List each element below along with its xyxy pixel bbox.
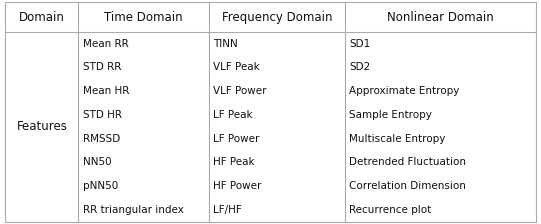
Text: pNN50: pNN50 xyxy=(83,181,118,191)
Text: LF Power: LF Power xyxy=(213,134,259,144)
Text: Nonlinear Domain: Nonlinear Domain xyxy=(387,11,494,24)
Text: Sample Entropy: Sample Entropy xyxy=(349,110,432,120)
Text: Approximate Entropy: Approximate Entropy xyxy=(349,86,460,96)
Text: LF Peak: LF Peak xyxy=(213,110,253,120)
Text: Recurrence plot: Recurrence plot xyxy=(349,205,432,215)
Text: HF Peak: HF Peak xyxy=(213,157,254,167)
Text: SD2: SD2 xyxy=(349,62,371,73)
Text: Detrended Fluctuation: Detrended Fluctuation xyxy=(349,157,466,167)
Text: VLF Peak: VLF Peak xyxy=(213,62,260,73)
Text: Multiscale Entropy: Multiscale Entropy xyxy=(349,134,446,144)
Text: Mean RR: Mean RR xyxy=(83,39,128,49)
Text: RMSSD: RMSSD xyxy=(83,134,120,144)
Text: NN50: NN50 xyxy=(83,157,111,167)
Text: Frequency Domain: Frequency Domain xyxy=(222,11,332,24)
Text: LF/HF: LF/HF xyxy=(213,205,242,215)
Text: STD RR: STD RR xyxy=(83,62,121,73)
Text: SD1: SD1 xyxy=(349,39,371,49)
Text: Mean HR: Mean HR xyxy=(83,86,129,96)
Text: STD HR: STD HR xyxy=(83,110,122,120)
Text: HF Power: HF Power xyxy=(213,181,261,191)
Text: Time Domain: Time Domain xyxy=(104,11,183,24)
Text: RR triangular index: RR triangular index xyxy=(83,205,183,215)
Text: Features: Features xyxy=(16,120,68,133)
Text: Domain: Domain xyxy=(19,11,65,24)
Text: Correlation Dimension: Correlation Dimension xyxy=(349,181,466,191)
Text: VLF Power: VLF Power xyxy=(213,86,266,96)
Text: TINN: TINN xyxy=(213,39,237,49)
